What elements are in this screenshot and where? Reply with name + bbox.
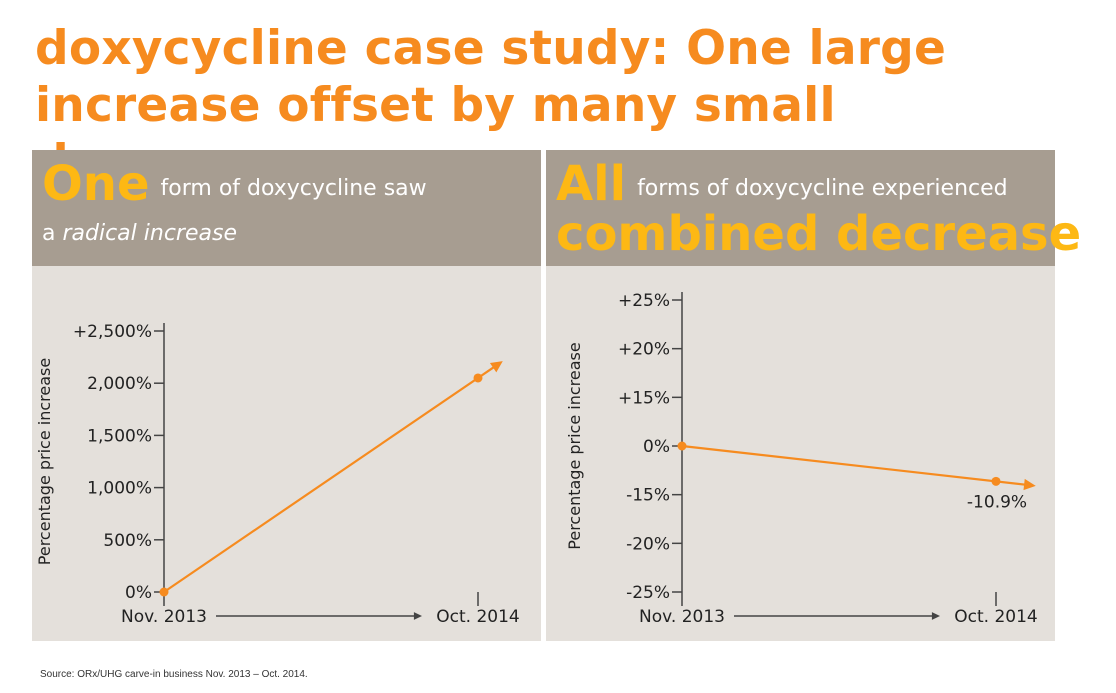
y-tick-label: 0% <box>125 583 152 603</box>
time-arrow-head <box>413 612 422 620</box>
x-tick-label: Oct. 2014 <box>954 607 1037 627</box>
right-panel: All forms of doxycycline experienced com… <box>546 150 1081 641</box>
data-label: -10.9% <box>967 492 1027 512</box>
data-point <box>677 441 687 451</box>
x-tick-label: Nov. 2013 <box>121 607 207 627</box>
y-tick-label: 1,000% <box>87 479 152 499</box>
series-arrow-head <box>489 361 503 373</box>
data-point <box>991 476 1001 486</box>
y-tick-label: 2,000% <box>87 374 152 394</box>
right-line-chart: -25% -20% -15% 0% +15% +20% +25% Percentage pri… <box>565 291 1038 627</box>
y-tick-label: +20% <box>618 340 670 360</box>
left-panel: One form of doxycycline saw a radical in… <box>32 150 541 641</box>
y-tick-label: 500% <box>103 531 152 551</box>
left-line-chart: 0% 500% 1,000% 1,500% 2,000% +2,500% Percentag… <box>35 322 520 627</box>
y-tick-label: -25% <box>626 583 670 603</box>
y-axis-label: Percentage price increase <box>565 342 584 549</box>
series-line <box>681 444 1030 487</box>
header-highlight-word: All <box>556 156 627 212</box>
header-text: form of doxycycline saw <box>160 176 427 201</box>
x-tick-label: Oct. 2014 <box>436 607 519 627</box>
y-tick-label: -20% <box>626 534 670 554</box>
header-highlight-word: One <box>42 156 150 212</box>
header-highlight-line: combined decrease <box>556 206 1082 262</box>
x-tick-label: Nov. 2013 <box>639 607 725 627</box>
header-text-line2: a <box>42 221 63 246</box>
y-axis-label: Percentage price increase <box>35 358 54 565</box>
right-panel-header: All forms of doxycycline experienced com… <box>546 150 1081 266</box>
y-tick-label: +25% <box>618 291 670 311</box>
series-arrow-head <box>1023 478 1036 491</box>
data-point <box>159 587 169 597</box>
y-tick-label: 0% <box>643 437 670 457</box>
time-arrow-head <box>931 612 940 620</box>
header-text: forms of doxycycline experienced <box>637 176 1008 201</box>
y-tick-label: +2,500% <box>73 322 152 342</box>
y-tick-label: -15% <box>626 486 670 506</box>
header-italic-text: radical increase <box>62 221 237 246</box>
page-title: doxycycline case study: One large increa… <box>35 21 947 190</box>
series-line <box>163 363 499 593</box>
y-tick-label: 1,500% <box>87 426 152 446</box>
data-point <box>473 373 483 383</box>
y-tick-label: +15% <box>618 388 670 408</box>
source-note: Source: ORx/UHG carve-in business Nov. 2… <box>40 669 308 680</box>
left-panel-header: One form of doxycycline saw a radical in… <box>32 150 541 266</box>
